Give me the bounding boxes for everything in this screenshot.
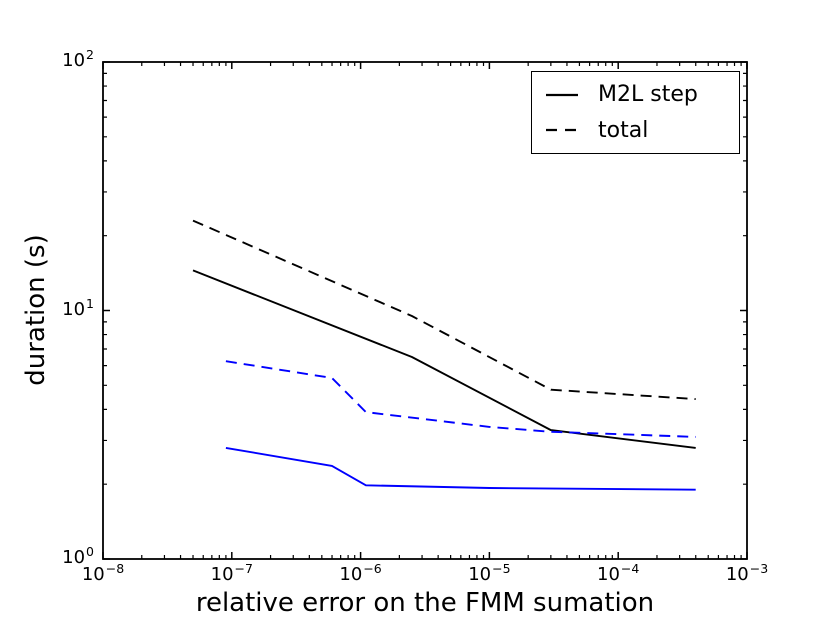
legend-label: total (598, 117, 649, 143)
x-tick-label-1e-8: 10−8 (81, 561, 125, 585)
series-m2l-step-blue-line (225, 446, 696, 491)
x-tick-label-1e-4: 10−4 (597, 561, 640, 585)
legend: M2L step total (531, 71, 740, 154)
x-tick-label-1e-6: 10−6 (339, 561, 382, 585)
x-tick-label-1e-3: 10−3 (725, 561, 769, 585)
x-tick-label-1e-5: 10−5 (468, 561, 511, 585)
y-tick-label-1e0: 100 (62, 544, 94, 568)
legend-entry-total: total (545, 118, 739, 143)
series-m2l-step-black-line (192, 269, 696, 449)
dashed-line-sample-icon (546, 129, 578, 132)
solid-line-sample-icon (546, 93, 578, 96)
y-tick-label-1e1: 101 (62, 295, 94, 320)
legend-entry-m2l-step: M2L step (545, 82, 739, 107)
y-tick-label-1e2: 102 (62, 47, 94, 71)
minor-ticks (103, 62, 747, 559)
series-total-blue-line (225, 360, 696, 438)
legend-label: M2L step (598, 82, 698, 108)
major-ticks (102, 61, 748, 560)
x-axis-label: relative error on the FMM sumation (195, 588, 655, 618)
series-total-black-line (192, 219, 696, 401)
x-tick-label-1e-7: 10−7 (210, 561, 253, 585)
